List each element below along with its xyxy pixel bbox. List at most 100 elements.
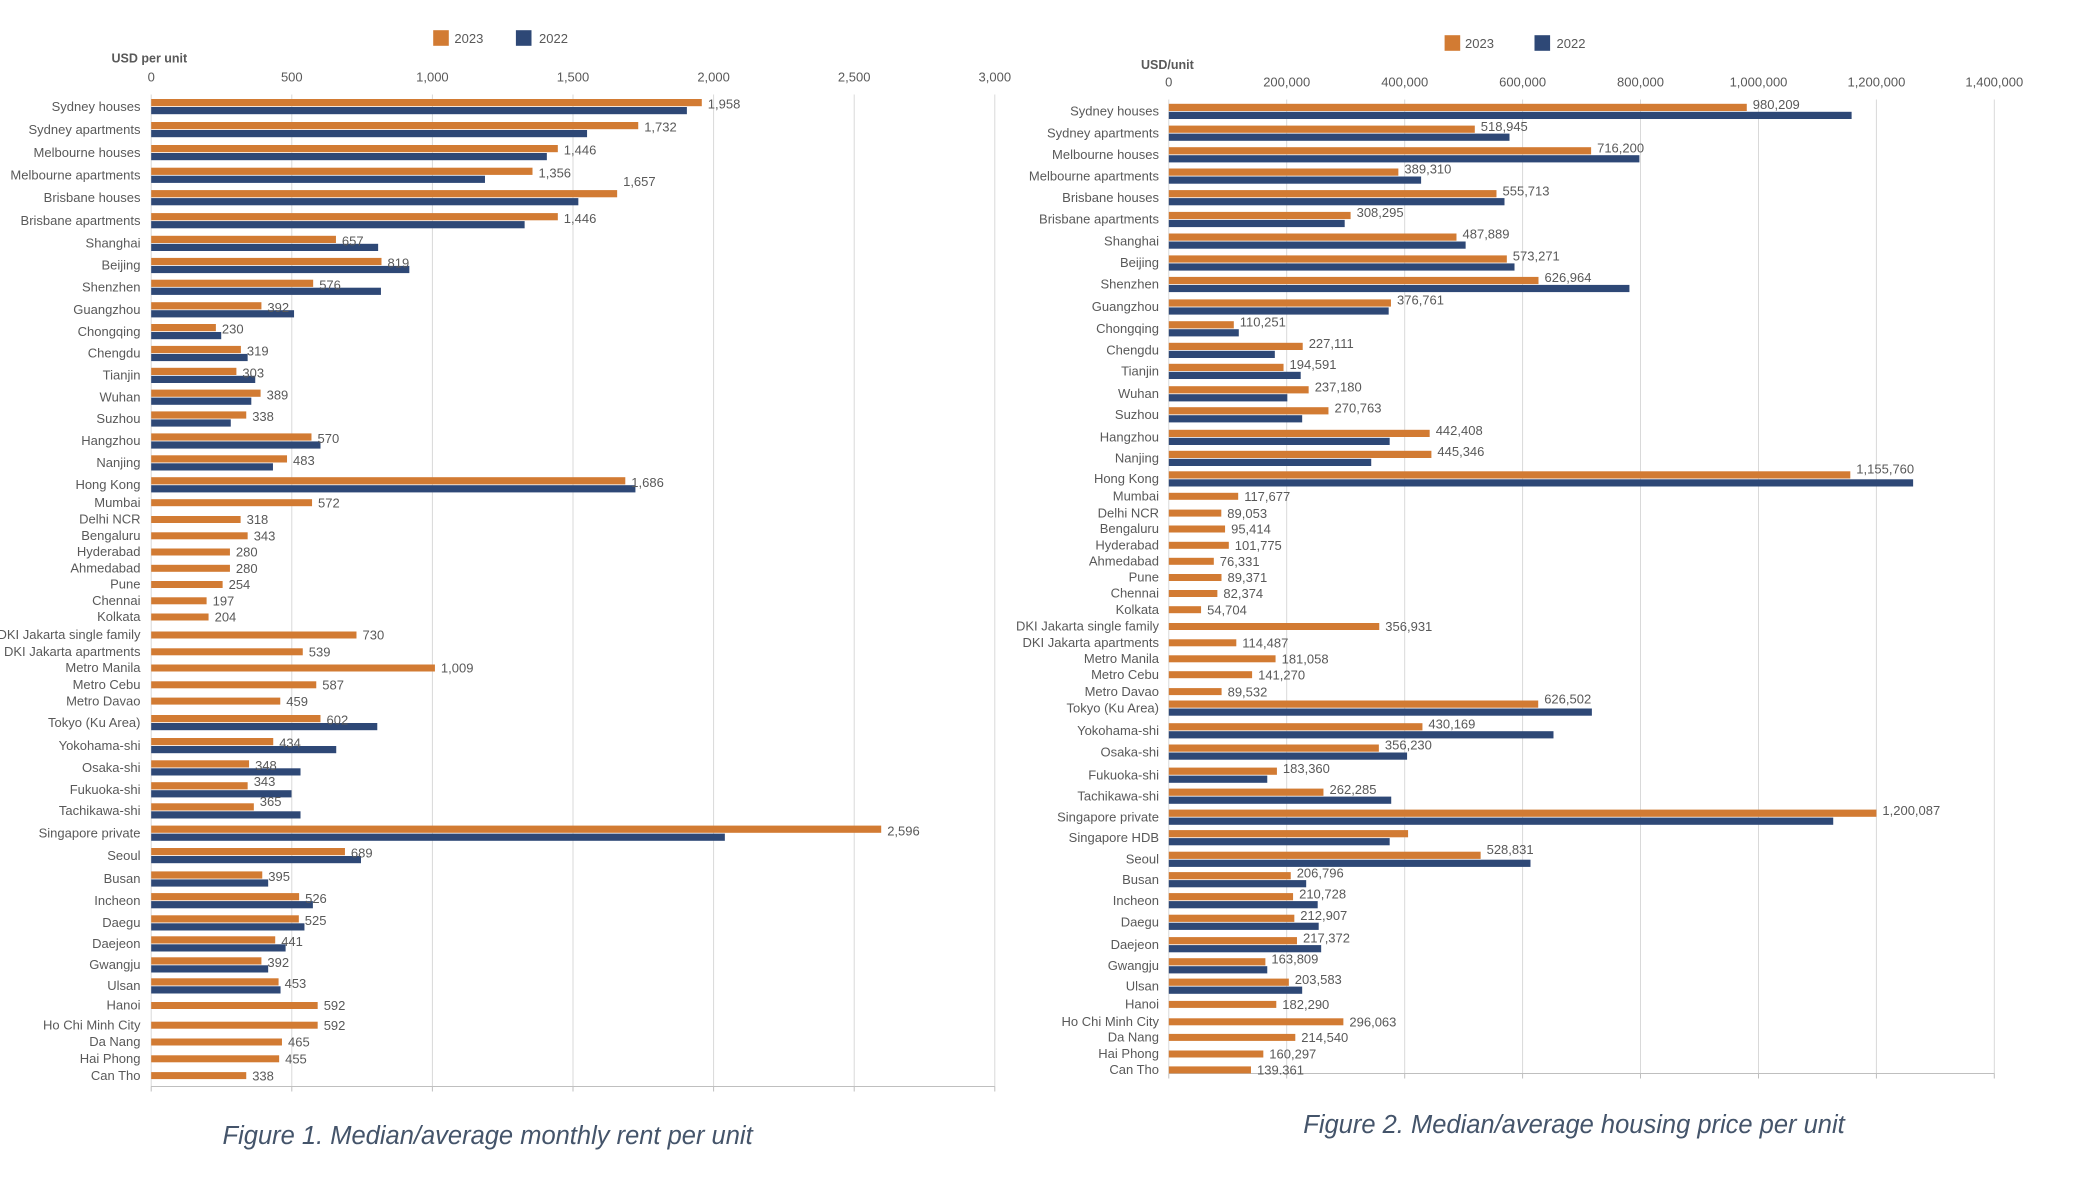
svg-text:95,414: 95,414 [1231,522,1271,537]
svg-text:Chennai: Chennai [1111,586,1160,601]
svg-text:Metro Manila: Metro Manila [65,660,141,675]
svg-text:1,732: 1,732 [644,120,677,135]
svg-text:237,180: 237,180 [1315,379,1362,394]
svg-text:114,487: 114,487 [1242,636,1288,651]
svg-text:200,000: 200,000 [1263,75,1310,90]
svg-text:Figure 2. Median/average housi: Figure 2. Median/average housing price p… [1303,1111,1845,1139]
svg-text:528,831: 528,831 [1487,842,1534,857]
svg-text:Fukuoka-shi: Fukuoka-shi [1088,767,1159,782]
svg-text:89,053: 89,053 [1227,506,1267,521]
svg-text:Tokyo (Ku Area): Tokyo (Ku Area) [1067,700,1160,715]
svg-text:204: 204 [215,610,237,625]
svg-text:262,285: 262,285 [1330,782,1377,797]
svg-text:434: 434 [279,736,301,751]
svg-text:Wuhan: Wuhan [100,389,141,404]
svg-text:1,200,087: 1,200,087 [1882,803,1940,818]
svg-text:430,169: 430,169 [1428,716,1475,731]
svg-text:Bengaluru: Bengaluru [81,528,140,543]
svg-text:89,371: 89,371 [1228,570,1268,585]
svg-text:Mumbai: Mumbai [94,495,140,510]
svg-text:Kolkata: Kolkata [97,609,141,624]
svg-text:Mumbai: Mumbai [1113,489,1159,504]
svg-text:800,000: 800,000 [1617,75,1664,90]
svg-text:592: 592 [324,998,346,1013]
svg-text:392: 392 [267,955,289,970]
svg-text:Hong Kong: Hong Kong [75,477,140,492]
svg-text:296,063: 296,063 [1349,1015,1396,1030]
svg-text:Busan: Busan [104,871,141,886]
svg-text:626,502: 626,502 [1544,692,1591,707]
svg-text:2,596: 2,596 [887,823,920,838]
svg-text:Guangzhou: Guangzhou [73,302,140,317]
svg-text:Hyderabad: Hyderabad [1095,538,1159,553]
svg-text:Singapore private: Singapore private [39,825,141,840]
svg-text:1,958: 1,958 [708,97,741,112]
svg-text:338: 338 [252,1068,274,1083]
svg-text:602: 602 [327,713,349,728]
svg-text:Busan: Busan [1122,872,1159,887]
svg-text:592: 592 [324,1018,346,1033]
svg-text:Guangzhou: Guangzhou [1092,299,1159,314]
svg-text:Chongqing: Chongqing [1096,321,1159,336]
svg-text:Shanghai: Shanghai [86,236,141,251]
svg-text:Sydney houses: Sydney houses [1070,104,1159,119]
svg-text:980,209: 980,209 [1753,97,1800,112]
svg-text:526: 526 [305,891,327,906]
svg-text:Da Nang: Da Nang [1108,1030,1159,1045]
svg-text:441: 441 [281,934,303,949]
svg-text:Shanghai: Shanghai [1104,233,1159,248]
svg-text:0: 0 [1165,75,1172,90]
svg-text:1,000,000: 1,000,000 [1730,75,1788,90]
svg-text:392: 392 [267,300,289,315]
svg-text:Nanjing: Nanjing [96,455,140,470]
svg-text:1,446: 1,446 [564,143,597,158]
svg-text:Fukuoka-shi: Fukuoka-shi [70,782,141,797]
svg-text:Chengdu: Chengdu [1106,343,1159,358]
svg-text:555,713: 555,713 [1503,183,1550,198]
svg-text:483: 483 [293,453,315,468]
svg-text:Metro Manila: Metro Manila [1084,651,1160,666]
svg-text:1,000: 1,000 [416,70,449,85]
svg-text:Hyderabad: Hyderabad [77,544,141,559]
svg-text:DKI Jakarta apartments: DKI Jakarta apartments [1022,635,1159,650]
svg-text:356,931: 356,931 [1385,619,1432,634]
svg-text:Singapore HDB: Singapore HDB [1069,830,1159,845]
svg-text:2022: 2022 [1557,36,1586,51]
svg-text:USD per unit: USD per unit [112,52,189,66]
svg-text:338: 338 [252,409,274,424]
svg-text:Melbourne houses: Melbourne houses [34,145,141,160]
svg-text:Delhi NCR: Delhi NCR [79,512,140,527]
svg-text:459: 459 [286,694,308,709]
svg-text:Figure 1. Median/average month: Figure 1. Median/average monthly rent pe… [223,1122,754,1150]
svg-text:Hangzhou: Hangzhou [1100,430,1159,445]
svg-text:Melbourne apartments: Melbourne apartments [1029,168,1160,183]
svg-text:Suzhou: Suzhou [96,411,140,426]
svg-text:183,360: 183,360 [1283,761,1330,776]
svg-text:1,356: 1,356 [539,165,572,180]
svg-text:Can Tho: Can Tho [91,1068,141,1083]
svg-text:Ho Chi Minh City: Ho Chi Minh City [1061,1014,1159,1029]
svg-text:626,964: 626,964 [1545,270,1592,285]
svg-text:442,408: 442,408 [1436,423,1483,438]
svg-text:1,200,000: 1,200,000 [1847,75,1905,90]
svg-text:Suzhou: Suzhou [1115,407,1159,422]
svg-text:Tianjin: Tianjin [103,368,141,383]
svg-text:Shenzhen: Shenzhen [1100,277,1159,292]
svg-text:1,500: 1,500 [557,70,590,85]
svg-text:210,728: 210,728 [1299,886,1346,901]
svg-text:DKI Jakarta single family: DKI Jakarta single family [1016,619,1160,634]
svg-text:DKI Jakarta apartments: DKI Jakarta apartments [4,644,141,659]
svg-text:356,230: 356,230 [1385,738,1432,753]
svg-text:206,796: 206,796 [1297,865,1344,880]
svg-text:1,155,760: 1,155,760 [1856,462,1914,477]
svg-text:Osaka-shi: Osaka-shi [82,760,141,775]
svg-text:110,251: 110,251 [1240,314,1286,329]
svg-text:445,346: 445,346 [1437,444,1484,459]
svg-text:Hanoi: Hanoi [1125,997,1159,1012]
svg-text:Beijing: Beijing [1120,255,1159,270]
svg-text:Hanoi: Hanoi [107,998,141,1013]
svg-text:573,271: 573,271 [1513,249,1560,264]
svg-text:343: 343 [254,774,276,789]
svg-text:214,540: 214,540 [1301,1030,1348,1045]
svg-text:819: 819 [388,256,410,271]
